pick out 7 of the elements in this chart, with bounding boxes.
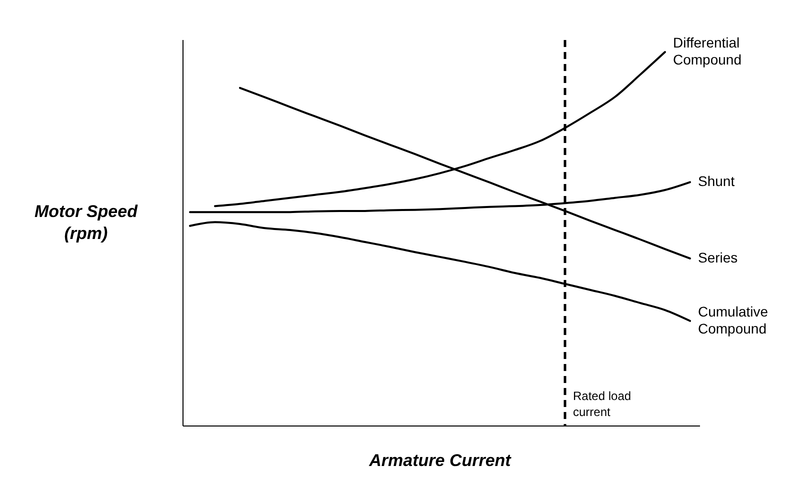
x-axis-title: Armature Current: [368, 451, 512, 470]
y-axis-title: Motor Speed (rpm): [34, 202, 138, 243]
series-label: Shunt: [698, 172, 735, 189]
series-label: Series: [698, 249, 738, 266]
series-label: Differential Compound: [673, 34, 742, 68]
series-label: Cumulative Compound: [698, 303, 768, 336]
annotation: Rated load current: [573, 389, 632, 419]
